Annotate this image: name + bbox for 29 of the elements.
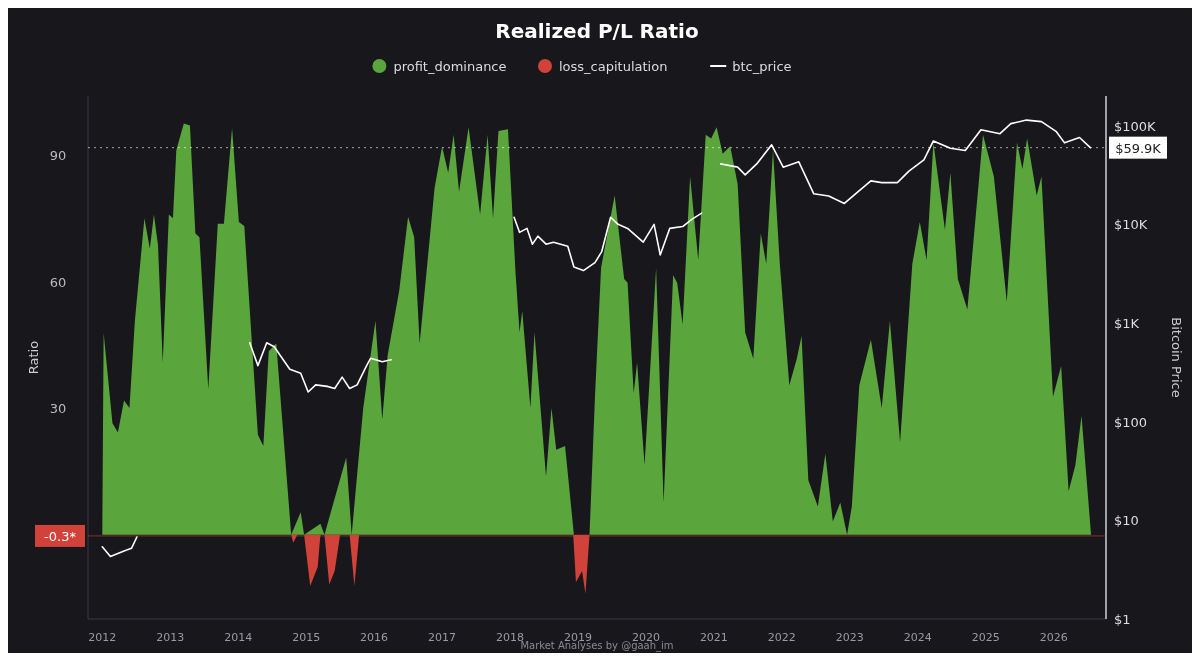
x-tick-label: 2022: [767, 631, 796, 644]
legend-label: profit_dominance: [393, 59, 507, 74]
y2-tick-label: $1: [1114, 612, 1131, 627]
x-tick-label: 2017: [428, 631, 457, 644]
chart-title: Realized P/L Ratio: [495, 19, 699, 43]
y2-tick-label: $100: [1114, 414, 1148, 430]
y2-tick-label: $1K: [1114, 316, 1140, 332]
y-tick-label: 90: [49, 148, 67, 164]
x-tick-label: 2023: [835, 631, 864, 644]
legend-label: loss_capitulation: [559, 59, 668, 74]
x-tick-label: 2013: [156, 631, 185, 644]
x-tick-label: 2015: [292, 631, 321, 644]
x-tick-label: 2014: [224, 631, 253, 644]
x-tick-label: 2012: [88, 631, 117, 644]
x-tick-label: 2021: [699, 631, 728, 644]
y2-axis-title: Bitcoin Price: [1169, 317, 1184, 398]
y-axis-title: Ratio: [26, 340, 41, 375]
x-tick-label: 2016: [360, 631, 389, 644]
x-tick-label: 2026: [1039, 631, 1068, 644]
y-tick-label: 60: [49, 274, 67, 290]
y2-tick-label: $10: [1114, 513, 1139, 529]
y2-tick-label: $10K: [1114, 217, 1148, 233]
x-tick-label: 2025: [971, 631, 1000, 644]
legend-label: btc_price: [732, 59, 792, 74]
ref-line-label: -0.3*: [44, 528, 77, 544]
y-tick-label: 30: [49, 401, 67, 417]
x-tick-label: 2024: [903, 631, 932, 644]
ref-line-label: $59.9K: [1115, 140, 1162, 156]
y2-tick-label: $100K: [1114, 118, 1157, 134]
